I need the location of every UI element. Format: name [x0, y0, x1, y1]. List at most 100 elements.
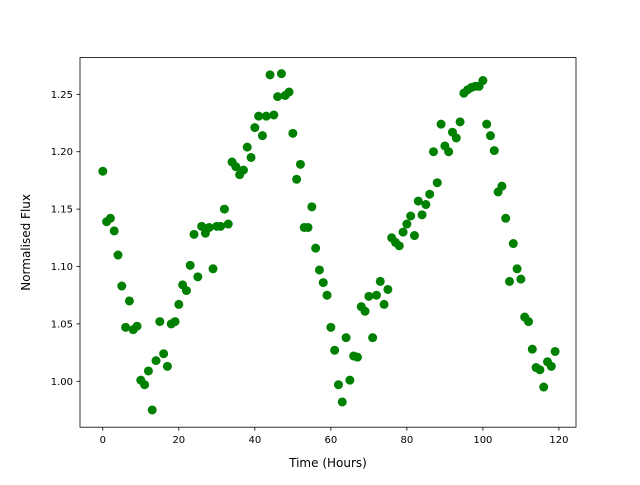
- data-point: [383, 284, 393, 294]
- data-point: [265, 70, 275, 80]
- data-point: [546, 361, 556, 371]
- data-point: [379, 299, 389, 309]
- data-point: [333, 380, 343, 390]
- x-tick-label: 0: [100, 435, 106, 446]
- y-tick-label: 1.05: [51, 319, 73, 330]
- data-point: [193, 272, 203, 282]
- data-point: [337, 397, 347, 407]
- data-point: [406, 211, 416, 221]
- x-tick-label: 120: [549, 435, 568, 446]
- data-point: [489, 146, 499, 156]
- data-point: [428, 147, 438, 157]
- data-point: [303, 222, 313, 232]
- y-tick-label: 1.25: [51, 90, 73, 101]
- data-point: [189, 229, 199, 239]
- data-point: [307, 202, 317, 212]
- data-point: [417, 210, 427, 220]
- data-point: [292, 174, 302, 184]
- data-point: [269, 110, 279, 120]
- data-point: [368, 333, 378, 343]
- data-point: [444, 147, 454, 157]
- data-point: [360, 306, 370, 316]
- data-point: [98, 166, 108, 176]
- y-tick-label: 1.20: [51, 147, 73, 158]
- data-point: [409, 231, 419, 241]
- data-point: [345, 375, 355, 385]
- data-point: [238, 165, 248, 175]
- x-axis-ticks: 0 20 40 60 80 100 120: [100, 427, 568, 446]
- data-point: [550, 346, 560, 356]
- data-point: [455, 117, 465, 127]
- data-point: [284, 87, 294, 97]
- data-point: [330, 345, 340, 355]
- data-point: [250, 123, 260, 133]
- data-point: [242, 142, 252, 152]
- data-point: [231, 162, 241, 172]
- data-point: [254, 111, 264, 121]
- data-point: [185, 260, 195, 270]
- data-point: [140, 380, 150, 390]
- x-tick-label: 20: [172, 435, 185, 446]
- data-point: [162, 361, 172, 371]
- y-tick-label: 1.15: [51, 205, 73, 216]
- data-point: [497, 181, 507, 191]
- data-point: [124, 296, 134, 306]
- y-tick-label: 1.00: [51, 377, 73, 388]
- data-point: [402, 219, 412, 229]
- data-point: [375, 276, 385, 286]
- data-point: [257, 131, 267, 141]
- data-point: [174, 299, 184, 309]
- data-point: [147, 405, 157, 415]
- data-point: [398, 227, 408, 237]
- data-point: [341, 333, 351, 343]
- data-point: [121, 322, 131, 332]
- axes-frame: [79, 57, 577, 428]
- data-point: [371, 290, 381, 300]
- data-point: [482, 119, 492, 129]
- data-point: [155, 317, 165, 327]
- data-point: [508, 239, 518, 249]
- data-point: [432, 178, 442, 188]
- data-point: [501, 213, 511, 223]
- data-point: [109, 226, 119, 236]
- data-point: [246, 152, 256, 162]
- data-point: [436, 119, 446, 129]
- data-point: [322, 290, 332, 300]
- data-point: [394, 241, 404, 251]
- data-point: [204, 222, 214, 232]
- y-axis-label: Normalised Flux: [19, 194, 33, 291]
- data-point: [288, 128, 298, 138]
- x-axis-label: Time (Hours): [288, 456, 367, 470]
- data-point: [151, 356, 161, 366]
- data-point: [504, 276, 514, 286]
- data-point: [527, 344, 537, 354]
- x-tick-label: 40: [248, 435, 261, 446]
- data-point: [197, 221, 207, 231]
- data-point: [181, 286, 191, 296]
- data-point: [364, 291, 374, 301]
- data-point: [512, 264, 522, 274]
- data-point: [413, 196, 423, 206]
- data-point: [261, 111, 271, 121]
- data-point: [516, 274, 526, 284]
- y-axis-ticks: 1.00 1.05 1.10 1.15 1.20 1.25: [51, 90, 80, 388]
- data-point: [219, 204, 229, 214]
- data-point: [326, 322, 336, 332]
- data-point: [143, 366, 153, 376]
- data-point: [132, 321, 142, 331]
- x-tick-label: 80: [400, 435, 413, 446]
- data-point: [170, 317, 180, 327]
- data-point: [117, 281, 127, 291]
- data-point: [105, 213, 115, 223]
- data-point: [311, 243, 321, 253]
- data-point: [451, 133, 461, 143]
- data-point: [523, 317, 533, 327]
- data-point: [421, 200, 431, 210]
- data-point: [216, 221, 226, 231]
- data-point: [425, 189, 435, 199]
- data-point: [276, 69, 286, 79]
- data-point: [352, 352, 362, 362]
- data-point: [295, 159, 305, 169]
- data-point: [535, 365, 545, 375]
